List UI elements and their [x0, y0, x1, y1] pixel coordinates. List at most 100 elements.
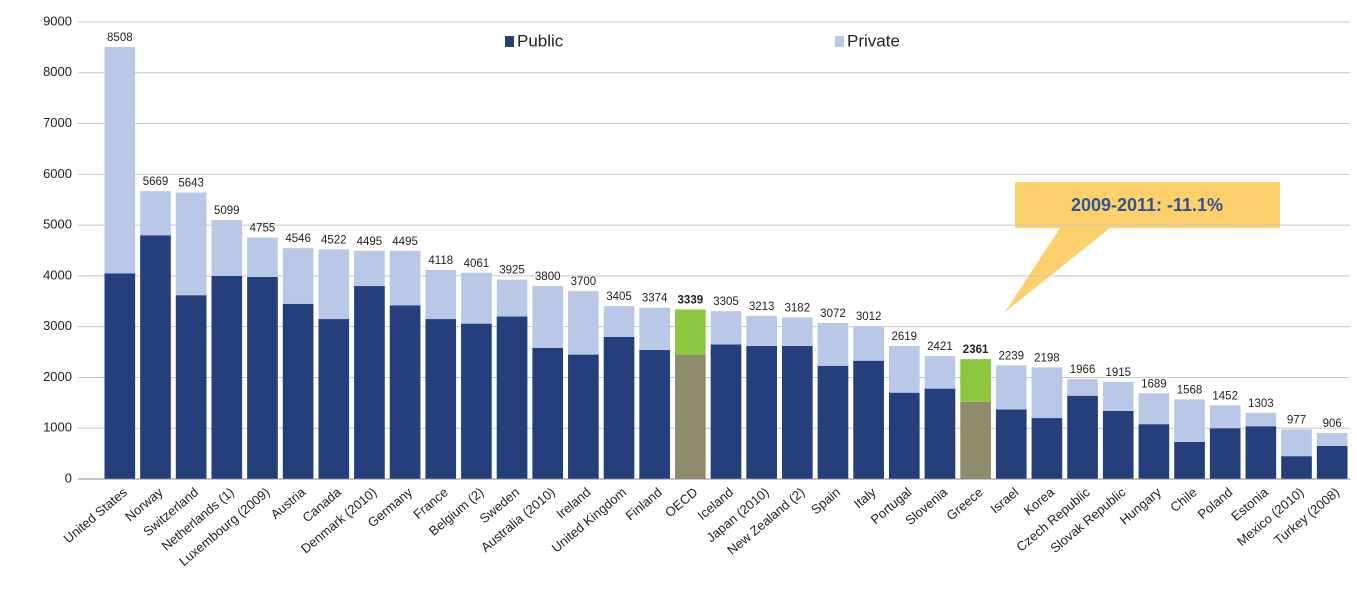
total-label: 2198 — [1034, 352, 1060, 364]
bar-segment — [960, 359, 991, 402]
bar-segment — [853, 326, 884, 361]
bar-segment — [1316, 432, 1348, 446]
bar-segment — [1281, 456, 1312, 479]
bar-segment — [853, 360, 884, 479]
y-tick-label: 5000 — [43, 217, 72, 232]
bar-segment — [104, 46, 136, 274]
bar-segment — [710, 311, 742, 345]
total-label: 3700 — [571, 276, 597, 288]
bar-segment — [710, 344, 742, 479]
total-label: 2421 — [927, 341, 953, 353]
bar-segment — [1245, 426, 1277, 479]
total-label: 4546 — [285, 233, 311, 245]
total-label: 5099 — [214, 205, 240, 217]
bar-segment — [496, 316, 528, 479]
bar-segment — [104, 273, 136, 479]
total-label: 3213 — [749, 301, 775, 313]
total-label: 4522 — [321, 234, 347, 246]
bar-segment — [746, 315, 777, 346]
bar-segment — [603, 306, 635, 337]
total-label: 3182 — [785, 302, 811, 314]
bar-segment — [140, 235, 171, 479]
total-label: 1452 — [1212, 390, 1238, 402]
total-label: 5669 — [143, 176, 169, 188]
bar-segment — [781, 317, 813, 346]
bar-segment — [603, 336, 635, 479]
bar-segment — [1138, 424, 1170, 479]
total-label: 2239 — [998, 350, 1024, 362]
total-label: 1966 — [1070, 364, 1096, 376]
total-label: 3800 — [535, 271, 561, 283]
x-tick-label: United States — [61, 484, 131, 546]
bar-segment — [1316, 445, 1348, 479]
bar-segment — [1031, 367, 1063, 419]
bar-segment — [389, 250, 421, 306]
bar-segment — [211, 220, 243, 276]
total-label: 4118 — [428, 255, 453, 267]
bar-segment — [318, 319, 350, 479]
total-label: 8508 — [107, 32, 133, 44]
bar-segment — [318, 249, 350, 320]
total-label: 977 — [1287, 414, 1306, 426]
bar-segment — [639, 350, 671, 479]
bar-segment — [888, 346, 920, 393]
bar-segment — [1174, 399, 1205, 442]
bar-segment — [1102, 381, 1134, 411]
bar-segment — [1174, 441, 1205, 479]
bar-segment — [175, 192, 207, 296]
total-label: 4495 — [392, 236, 418, 248]
total-label: 2619 — [891, 331, 917, 343]
y-tick-label: 0 — [65, 470, 72, 485]
bar-segment — [496, 279, 528, 317]
bar-segment — [425, 319, 457, 479]
legend-label: Public — [517, 31, 564, 50]
bar-segment — [888, 392, 920, 479]
total-label: 3012 — [856, 311, 882, 323]
bar-segment — [924, 356, 956, 389]
x-tick-label: Finland — [623, 484, 665, 523]
y-tick-label: 8000 — [43, 64, 72, 79]
legend-label: Private — [847, 31, 900, 50]
bar-segment — [532, 286, 564, 348]
bar-segment — [461, 323, 492, 479]
total-label: 1915 — [1105, 367, 1131, 379]
y-tick-label: 9000 — [43, 13, 72, 28]
bar-segment — [1102, 410, 1134, 479]
total-label: 1689 — [1141, 378, 1167, 390]
callout-box — [1015, 182, 1280, 228]
bar-segment — [461, 272, 492, 324]
bar-segment — [1209, 405, 1241, 429]
bar-segment — [817, 365, 849, 479]
total-label: 3072 — [820, 308, 846, 320]
bar-segment — [354, 250, 385, 287]
bar-segment — [175, 295, 207, 479]
bar-segment — [1031, 418, 1063, 479]
bar-segment — [211, 275, 243, 479]
total-label: 4061 — [464, 258, 490, 270]
bar-segment — [1209, 428, 1241, 479]
bar-segment — [282, 303, 314, 479]
y-tick-label: 6000 — [43, 166, 72, 181]
bar-segment — [425, 269, 457, 320]
bar-segment — [675, 354, 706, 479]
total-label: 3405 — [606, 291, 632, 303]
total-label: 3925 — [499, 265, 525, 277]
bar-segment — [960, 401, 991, 479]
bar-segment — [1067, 395, 1098, 479]
total-label: 3305 — [713, 296, 739, 308]
total-label: 4495 — [357, 236, 383, 248]
y-tick-label: 3000 — [43, 318, 72, 333]
total-label: 3339 — [678, 294, 704, 306]
total-label: 906 — [1323, 418, 1342, 430]
bar-segment — [995, 409, 1027, 479]
bar-segment — [675, 309, 706, 355]
bar-segment — [1067, 379, 1098, 396]
x-tick-label: Poland — [1195, 484, 1236, 522]
x-tick-label: Greece — [943, 484, 985, 523]
bar-segment — [532, 347, 564, 479]
total-label: 3374 — [642, 293, 668, 305]
bar-segment — [746, 345, 777, 479]
bar-segment — [568, 354, 599, 479]
total-label: 1568 — [1177, 384, 1203, 396]
bar-segment — [568, 291, 599, 355]
